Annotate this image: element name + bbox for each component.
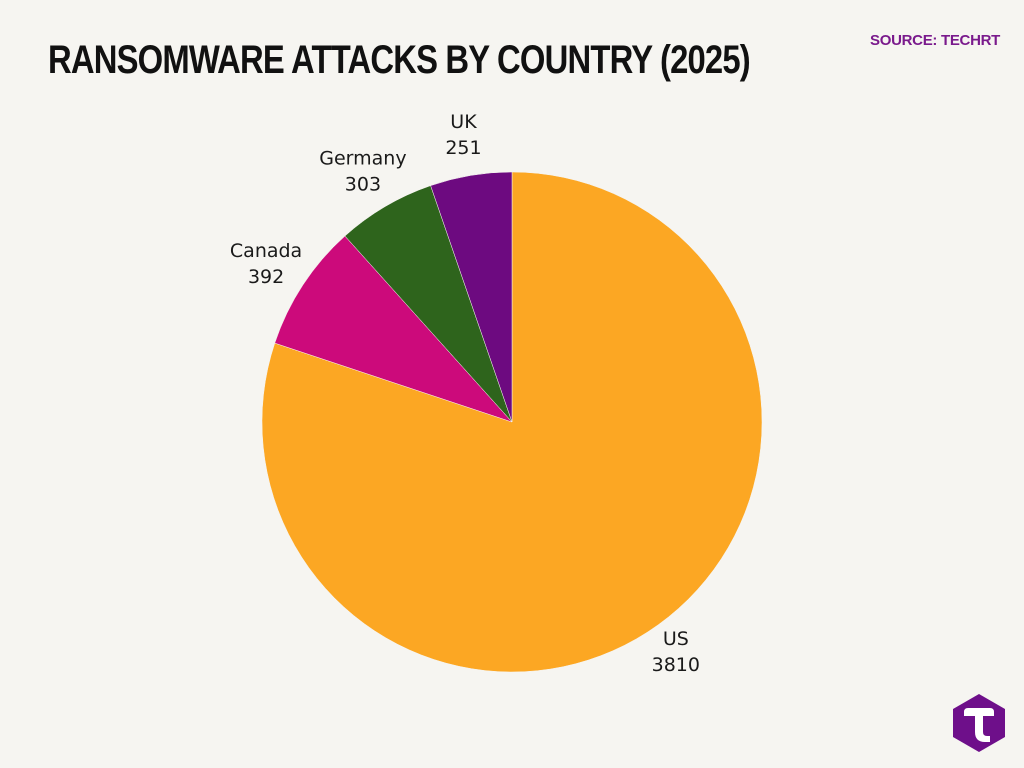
logo-t-glyph (964, 708, 994, 742)
slice-value: 251 (445, 137, 481, 159)
slice-label-uk: UK 251 (445, 111, 481, 159)
techrt-logo-icon[interactable] (948, 692, 1010, 754)
pie-slice-canada (274, 235, 513, 423)
slice-category: US (663, 628, 689, 650)
slice-label-us: US 3810 (652, 628, 700, 676)
page-title: RANSOMWARE ATTACKS BY COUNTRY (2025) (48, 38, 751, 82)
slice-value: 303 (345, 174, 381, 196)
slice-category: Germany (319, 148, 406, 170)
slice-value: 392 (248, 266, 284, 288)
slice-category: Canada (230, 240, 302, 262)
slice-label-canada: Canada 392 (230, 240, 302, 288)
slice-value: 3810 (652, 654, 700, 676)
source-label: SOURCE: TECHRT (870, 32, 1000, 49)
pie-slice-uk (430, 171, 513, 423)
slice-label-germany: Germany 303 (319, 148, 406, 196)
slice-category: UK (450, 111, 477, 133)
pie-slices (261, 171, 763, 673)
pie-labels: US 3810 Canada 392 Germany 303 UK 251 (230, 111, 700, 676)
